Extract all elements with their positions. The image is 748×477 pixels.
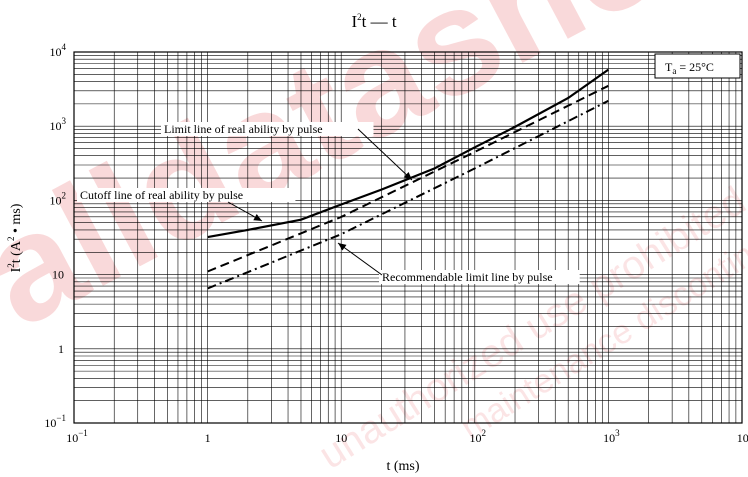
- x-tick-label: 1: [205, 431, 211, 445]
- condition-box: Ta = 25°C: [654, 53, 741, 79]
- y-tick-label: 1: [58, 342, 64, 356]
- y-tick-label: 104: [50, 42, 67, 59]
- x-axis-label: t (ms): [386, 459, 419, 474]
- svg-text:Ta = 25°C: Ta = 25°C: [665, 60, 714, 76]
- annotation-leader: [357, 128, 413, 181]
- annotation-label: Recommendable limit line by pulse: [382, 270, 553, 284]
- annotation-bg: [161, 122, 374, 136]
- chart-grid: [74, 52, 742, 423]
- chart-tick-labels: 10−1 1 10 102 103 104 10−1 1 10 102 103 104: [44, 42, 748, 445]
- x-tick-label: 10−1: [66, 428, 88, 445]
- annotation-bg: [77, 188, 296, 202]
- y-tick-label: 10−1: [44, 413, 66, 430]
- annotation-label: Cutoff line of real ability by pulse: [80, 188, 243, 202]
- chart-series: [207, 68, 610, 290]
- x-tick-label: 103: [603, 428, 620, 445]
- x-tick-label: 102: [470, 428, 487, 445]
- annotation-arrowhead: [403, 172, 412, 180]
- annotation-arrowhead: [253, 214, 262, 221]
- plot-frame: [73, 51, 743, 424]
- chart-annotations: Limit line of real ability by pulse Cutof…: [77, 122, 580, 284]
- y-tick-label: 10: [52, 268, 64, 282]
- y-axis-label: I2t (A2 • ms): [6, 203, 24, 272]
- x-tick-label: 104: [737, 428, 748, 445]
- y-tick-label: 103: [50, 116, 67, 133]
- annotation-bg: [379, 270, 580, 284]
- annotation-arrowhead: [338, 243, 347, 251]
- y-tick-label: 102: [50, 190, 67, 207]
- chart-title: I2t — t: [351, 12, 396, 31]
- svg-text:unauthorized use prohibited: unauthorized use prohibited: [311, 179, 748, 477]
- annotation-leader: [337, 242, 383, 276]
- x-tick-label: 10: [335, 431, 347, 445]
- series-line-1: [207, 68, 610, 239]
- annotation-label: Limit line of real ability by pulse: [164, 122, 323, 136]
- series-line-3: [207, 99, 609, 290]
- series-line-2: [207, 84, 609, 273]
